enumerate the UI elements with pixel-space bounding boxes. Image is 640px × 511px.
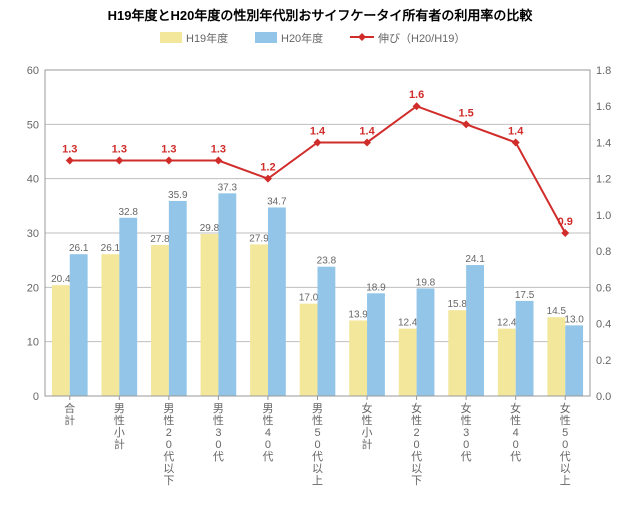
bar-value-label: 23.8 — [317, 256, 337, 267]
left-axis-tick: 60 — [27, 65, 39, 77]
legend-swatch — [160, 32, 182, 43]
bar-value-label: 32.8 — [119, 207, 139, 218]
right-axis-tick: 1.6 — [596, 101, 611, 113]
bar-value-label: 34.7 — [267, 196, 287, 207]
right-axis-tick: 0.6 — [596, 282, 611, 294]
bar-h20 — [516, 301, 534, 396]
bar-value-label: 15.8 — [447, 299, 467, 310]
bar-value-label: 26.1 — [69, 243, 89, 254]
right-axis-tick: 1.2 — [596, 174, 611, 186]
right-axis-tick: 0.8 — [596, 246, 611, 258]
right-axis-tick: 1.8 — [596, 65, 611, 77]
bar-h19 — [547, 317, 565, 396]
growth-value-label: 0.9 — [558, 216, 573, 228]
bar-value-label: 37.3 — [218, 182, 238, 193]
legend: H19年度 H20年度 伸び（H20/H19） — [160, 31, 465, 45]
bar-h19 — [201, 234, 219, 396]
right-axis-tick: 1.4 — [596, 137, 611, 149]
growth-value-label: 1.3 — [211, 144, 226, 156]
growth-value-label: 1.6 — [409, 89, 424, 101]
growth-value-label: 1.4 — [310, 125, 326, 137]
bar-value-label: 35.9 — [168, 190, 188, 201]
bar-h20 — [119, 218, 137, 396]
left-axis-tick: 50 — [27, 119, 39, 131]
left-axis-tick: 30 — [27, 228, 39, 240]
bar-h19 — [300, 304, 318, 396]
growth-value-label: 1.3 — [161, 144, 176, 156]
bar-value-label: 17.5 — [515, 290, 535, 301]
bar-value-label: 24.1 — [465, 254, 485, 265]
bar-h19 — [151, 245, 169, 396]
bar-h19 — [349, 320, 367, 396]
growth-value-label: 1.4 — [508, 125, 524, 137]
left-axis-tick: 20 — [27, 282, 39, 294]
bar-h20 — [70, 254, 88, 396]
legend-label: H19年度 — [186, 31, 228, 45]
right-axis-tick: 0.0 — [596, 391, 611, 403]
x-axis-label: 女性小計 — [362, 401, 373, 451]
bar-value-label: 17.0 — [299, 293, 319, 304]
bar-value-label: 13.9 — [348, 309, 368, 320]
usage-comparison-chart: H19年度とH20年度の性別年代別おサイフケータイ所有者の利用率の比較 H19年度… — [0, 0, 640, 511]
bar-value-label: 18.9 — [366, 282, 386, 293]
legend-label: 伸び（H20/H19） — [378, 32, 465, 45]
bar-value-label: 29.8 — [200, 223, 220, 234]
bar-value-label: 27.8 — [150, 234, 170, 245]
bar-h20 — [318, 267, 336, 396]
bar-h20 — [169, 201, 187, 396]
bar-h20 — [417, 288, 435, 396]
growth-value-label: 1.4 — [359, 125, 375, 137]
bar-h19 — [250, 244, 268, 396]
bar-value-label: 12.4 — [497, 318, 517, 329]
bar-h20 — [565, 325, 583, 396]
left-axis-tick: 0 — [33, 391, 39, 403]
right-axis-tick: 1.0 — [596, 210, 611, 222]
bar-value-label: 19.8 — [416, 277, 436, 288]
bar-h19 — [101, 254, 119, 396]
bar-h20 — [218, 193, 236, 396]
legend-swatch — [255, 32, 277, 43]
growth-value-label: 1.5 — [458, 107, 473, 119]
bar-h19 — [498, 329, 516, 396]
bar-h19 — [52, 285, 70, 396]
x-axis-label: 男性小計 — [114, 403, 125, 451]
bar-value-label: 12.4 — [398, 318, 418, 329]
bar-h20 — [466, 265, 484, 396]
growth-value-label: 1.3 — [62, 144, 77, 156]
right-axis-tick: 0.4 — [596, 319, 611, 331]
right-axis-tick: 0.2 — [596, 355, 611, 367]
chart-title: H19年度とH20年度の性別年代別おサイフケータイ所有者の利用率の比較 — [108, 8, 534, 23]
bar-value-label: 20.4 — [51, 274, 71, 285]
legend-label: H20年度 — [281, 31, 323, 45]
growth-value-label: 1.2 — [260, 162, 275, 174]
bar-value-label: 13.0 — [564, 314, 584, 325]
bar-h19 — [399, 329, 417, 396]
bar-h20 — [367, 293, 385, 396]
left-axis-tick: 10 — [27, 337, 39, 349]
growth-value-label: 1.3 — [112, 144, 127, 156]
bar-value-label: 27.9 — [249, 233, 269, 244]
x-axis-label: 合計 — [64, 401, 75, 427]
bar-value-label: 26.1 — [101, 243, 121, 254]
left-axis-tick: 40 — [27, 174, 39, 186]
bar-h19 — [448, 310, 466, 396]
bar-h20 — [268, 207, 286, 396]
